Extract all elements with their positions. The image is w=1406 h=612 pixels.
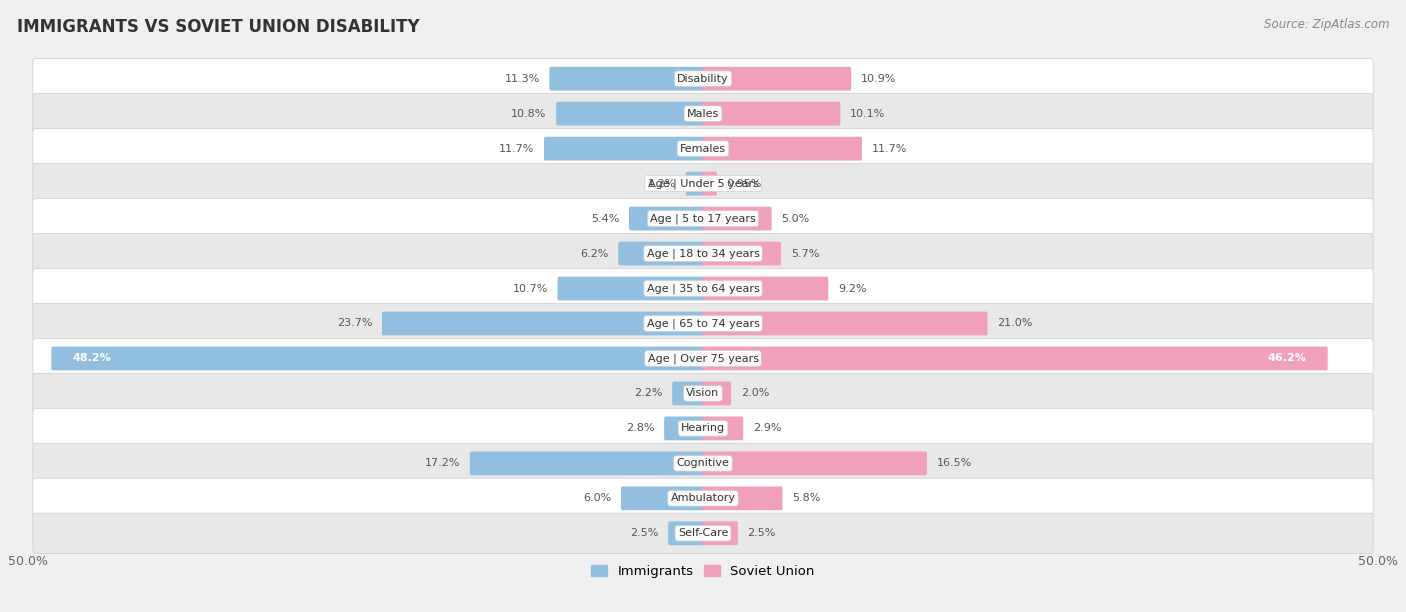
- FancyBboxPatch shape: [558, 277, 704, 300]
- Text: 2.5%: 2.5%: [748, 528, 776, 539]
- Text: 2.0%: 2.0%: [741, 389, 769, 398]
- Text: Cognitive: Cognitive: [676, 458, 730, 468]
- Text: 10.7%: 10.7%: [512, 283, 548, 294]
- FancyBboxPatch shape: [32, 233, 1374, 274]
- FancyBboxPatch shape: [702, 346, 1327, 370]
- Text: Age | 5 to 17 years: Age | 5 to 17 years: [650, 214, 756, 224]
- Text: 46.2%: 46.2%: [1267, 354, 1306, 364]
- FancyBboxPatch shape: [382, 312, 704, 335]
- Text: Females: Females: [681, 144, 725, 154]
- FancyBboxPatch shape: [32, 163, 1374, 204]
- Text: Age | 18 to 34 years: Age | 18 to 34 years: [647, 248, 759, 259]
- FancyBboxPatch shape: [702, 136, 862, 160]
- Text: Source: ZipAtlas.com: Source: ZipAtlas.com: [1264, 18, 1389, 31]
- Text: 16.5%: 16.5%: [936, 458, 972, 468]
- FancyBboxPatch shape: [702, 277, 828, 300]
- FancyBboxPatch shape: [664, 417, 704, 440]
- Text: 5.7%: 5.7%: [790, 248, 820, 258]
- FancyBboxPatch shape: [32, 513, 1374, 553]
- FancyBboxPatch shape: [32, 338, 1374, 379]
- FancyBboxPatch shape: [702, 417, 744, 440]
- FancyBboxPatch shape: [557, 102, 704, 125]
- FancyBboxPatch shape: [702, 242, 780, 266]
- FancyBboxPatch shape: [702, 452, 927, 476]
- Text: 2.8%: 2.8%: [626, 424, 654, 433]
- FancyBboxPatch shape: [672, 381, 704, 405]
- Text: 1.2%: 1.2%: [648, 179, 676, 188]
- Text: 21.0%: 21.0%: [997, 318, 1032, 329]
- Text: Disability: Disability: [678, 73, 728, 84]
- Text: 2.2%: 2.2%: [634, 389, 662, 398]
- Text: 10.8%: 10.8%: [510, 109, 547, 119]
- FancyBboxPatch shape: [550, 67, 704, 91]
- Text: Age | Over 75 years: Age | Over 75 years: [648, 353, 758, 364]
- FancyBboxPatch shape: [702, 207, 772, 231]
- FancyBboxPatch shape: [702, 67, 851, 91]
- FancyBboxPatch shape: [668, 521, 704, 545]
- Text: Age | 35 to 64 years: Age | 35 to 64 years: [647, 283, 759, 294]
- FancyBboxPatch shape: [621, 487, 704, 510]
- FancyBboxPatch shape: [686, 172, 704, 195]
- FancyBboxPatch shape: [619, 242, 704, 266]
- FancyBboxPatch shape: [32, 304, 1374, 343]
- Text: 10.9%: 10.9%: [860, 73, 896, 84]
- Text: Ambulatory: Ambulatory: [671, 493, 735, 503]
- Text: 10.1%: 10.1%: [851, 109, 886, 119]
- Text: Age | Under 5 years: Age | Under 5 years: [648, 178, 758, 189]
- FancyBboxPatch shape: [32, 373, 1374, 414]
- Legend: Immigrants, Soviet Union: Immigrants, Soviet Union: [586, 560, 820, 583]
- FancyBboxPatch shape: [702, 172, 717, 195]
- Text: 6.0%: 6.0%: [583, 493, 612, 503]
- FancyBboxPatch shape: [52, 346, 704, 370]
- Text: 11.3%: 11.3%: [505, 73, 540, 84]
- Text: 0.95%: 0.95%: [727, 179, 762, 188]
- Text: 6.2%: 6.2%: [581, 248, 609, 258]
- Text: Hearing: Hearing: [681, 424, 725, 433]
- Text: 11.7%: 11.7%: [499, 144, 534, 154]
- FancyBboxPatch shape: [32, 478, 1374, 518]
- FancyBboxPatch shape: [702, 312, 987, 335]
- FancyBboxPatch shape: [702, 102, 841, 125]
- FancyBboxPatch shape: [702, 487, 782, 510]
- FancyBboxPatch shape: [32, 408, 1374, 449]
- FancyBboxPatch shape: [628, 207, 704, 231]
- FancyBboxPatch shape: [32, 59, 1374, 99]
- Text: 5.0%: 5.0%: [782, 214, 810, 223]
- FancyBboxPatch shape: [32, 198, 1374, 239]
- FancyBboxPatch shape: [32, 443, 1374, 483]
- FancyBboxPatch shape: [702, 521, 738, 545]
- Text: Self-Care: Self-Care: [678, 528, 728, 539]
- Text: 48.2%: 48.2%: [73, 354, 111, 364]
- Text: 23.7%: 23.7%: [337, 318, 373, 329]
- Text: 11.7%: 11.7%: [872, 144, 907, 154]
- Text: Age | 65 to 74 years: Age | 65 to 74 years: [647, 318, 759, 329]
- FancyBboxPatch shape: [32, 94, 1374, 134]
- Text: 9.2%: 9.2%: [838, 283, 866, 294]
- Text: 5.4%: 5.4%: [591, 214, 619, 223]
- Text: Vision: Vision: [686, 389, 720, 398]
- Text: 2.9%: 2.9%: [754, 424, 782, 433]
- Text: 2.5%: 2.5%: [630, 528, 658, 539]
- Text: 17.2%: 17.2%: [425, 458, 460, 468]
- FancyBboxPatch shape: [32, 129, 1374, 169]
- FancyBboxPatch shape: [470, 452, 704, 476]
- Text: 5.8%: 5.8%: [792, 493, 821, 503]
- FancyBboxPatch shape: [32, 269, 1374, 308]
- Text: Males: Males: [688, 109, 718, 119]
- FancyBboxPatch shape: [702, 381, 731, 405]
- FancyBboxPatch shape: [544, 136, 704, 160]
- Text: IMMIGRANTS VS SOVIET UNION DISABILITY: IMMIGRANTS VS SOVIET UNION DISABILITY: [17, 18, 419, 36]
